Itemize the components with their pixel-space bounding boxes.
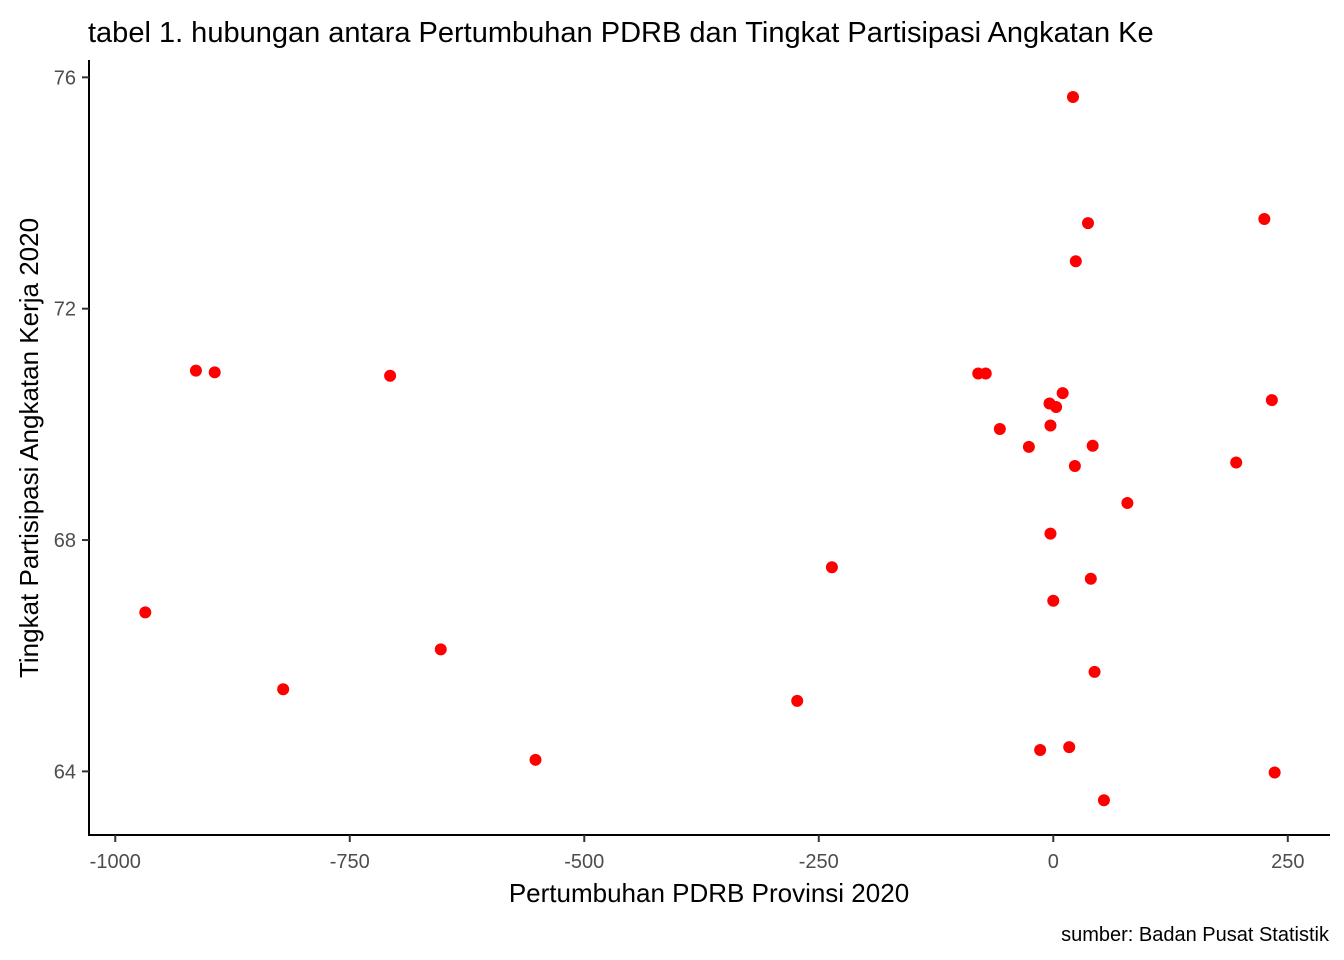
data-point — [1081, 217, 1094, 230]
data-point — [1044, 419, 1057, 432]
y-tick-label: 76 — [54, 67, 76, 89]
y-axis-label: Tingkat Partisipasi Angkatan Kerja 2020 — [14, 218, 44, 678]
x-tick-label: -250 — [799, 851, 839, 873]
chart-caption: sumber: Badan Pusat Statistik — [1061, 924, 1330, 946]
data-point — [1056, 387, 1069, 400]
data-point — [1258, 213, 1271, 226]
y-axis: 64 68 72 76 — [54, 60, 90, 836]
data-point — [1268, 766, 1281, 779]
x-tick-label: 0 — [1048, 851, 1059, 873]
data-point — [1047, 594, 1060, 607]
data-point — [1086, 439, 1099, 452]
data-point — [529, 753, 542, 766]
data-point — [1034, 743, 1047, 756]
data-point — [189, 364, 202, 377]
x-axis: -1000 -750 -500 -250 0 250 — [88, 834, 1330, 873]
data-point — [139, 606, 152, 619]
data-point — [1084, 572, 1097, 585]
data-point — [1044, 527, 1057, 540]
data-point — [1097, 794, 1110, 807]
x-tick-label: -1000 — [90, 851, 141, 873]
data-point — [993, 422, 1006, 435]
data-point — [1088, 665, 1101, 678]
y-tick-label: 64 — [54, 761, 76, 783]
y-tick-label: 68 — [54, 530, 76, 552]
data-point — [1230, 456, 1243, 469]
x-tick-label: -750 — [330, 851, 370, 873]
data-point — [791, 694, 804, 707]
data-point — [1050, 401, 1063, 414]
data-point — [1121, 497, 1134, 510]
data-point — [979, 367, 992, 380]
data-point — [1022, 440, 1035, 453]
data-point — [277, 683, 290, 696]
x-tick-label: 250 — [1271, 851, 1304, 873]
data-point — [825, 561, 838, 574]
data-point — [434, 643, 447, 656]
data-point — [208, 366, 221, 379]
data-point — [384, 369, 397, 382]
data-point — [1066, 91, 1079, 104]
x-tick-label: -500 — [564, 851, 604, 873]
x-axis-label: Pertumbuhan PDRB Provinsi 2020 — [509, 878, 909, 908]
data-point — [1068, 460, 1081, 473]
data-point — [1069, 255, 1082, 268]
chart-title: tabel 1. hubungan antara Pertumbuhan PDR… — [88, 17, 1154, 49]
y-tick-label: 72 — [54, 299, 76, 321]
data-points — [139, 91, 1281, 807]
data-point — [1265, 394, 1278, 407]
data-point — [1063, 741, 1076, 754]
